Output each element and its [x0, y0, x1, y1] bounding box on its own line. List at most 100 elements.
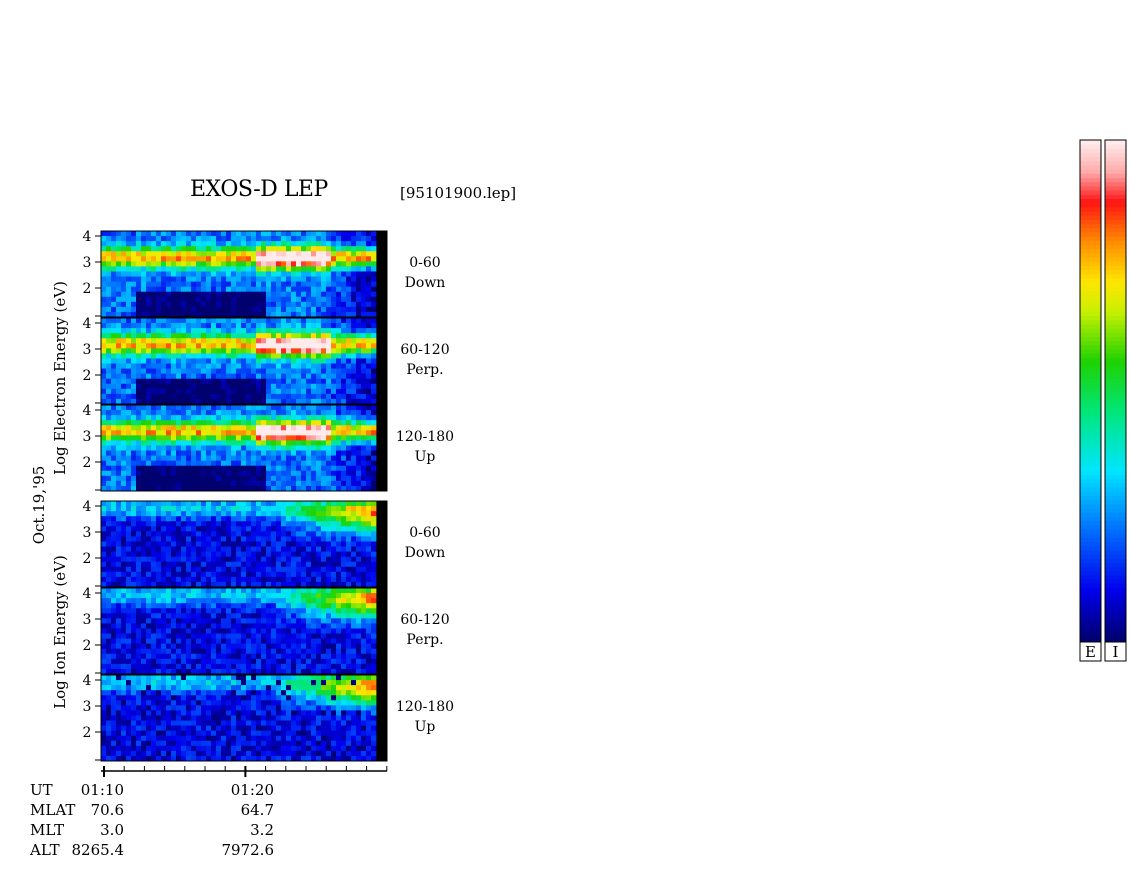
spectrogram-cell — [116, 318, 122, 324]
spectrogram-cell — [246, 363, 252, 369]
spectrogram-cell — [351, 296, 357, 303]
spectrogram-cell — [251, 435, 257, 441]
spectrogram-cell — [186, 231, 192, 237]
spectrogram-cell — [316, 388, 322, 395]
spectrogram-cell — [171, 745, 177, 752]
spectrogram-cell — [176, 440, 182, 446]
spectrogram-cell — [261, 531, 267, 537]
spectrogram-cell — [306, 506, 312, 512]
spectrogram-cell — [236, 271, 242, 277]
spectrogram-cell — [146, 715, 152, 721]
spectrogram-cell — [366, 323, 372, 329]
spectrogram-cell — [101, 608, 107, 614]
spectrogram-cell — [266, 648, 272, 655]
spectrogram-cell — [176, 261, 182, 267]
spectrogram-cell — [266, 311, 272, 318]
spectrogram-cell — [191, 516, 197, 522]
spectrogram-cell — [191, 388, 197, 395]
spectrogram-cell — [366, 603, 372, 609]
spectrogram-cell — [276, 588, 282, 594]
spectrogram-cell — [306, 551, 312, 558]
spectrogram-cell — [151, 740, 157, 747]
spectrogram-cell — [291, 328, 297, 334]
spectrogram-cell — [176, 231, 182, 237]
spectrogram-cell — [121, 378, 127, 385]
spectrogram-cell — [316, 450, 322, 456]
spectrogram-cell — [276, 311, 282, 318]
spectrogram-cell — [326, 663, 332, 670]
spectrogram-cell — [136, 675, 142, 681]
spectrogram-cell — [146, 695, 152, 701]
spectrogram-cell — [121, 410, 127, 416]
spectrogram-cell — [171, 286, 177, 293]
spectrogram-cell — [331, 628, 337, 634]
spectrogram-cell — [371, 415, 377, 421]
spectrogram-cell — [276, 241, 282, 247]
spectrogram-cell — [361, 398, 367, 405]
spectrogram-cell — [141, 368, 147, 375]
spectrogram-cell — [221, 420, 227, 426]
spectrogram-cell — [146, 231, 152, 237]
spectrogram-cell — [306, 445, 312, 451]
spectrogram-cell — [296, 343, 302, 349]
spectrogram-cell — [211, 628, 217, 634]
spectrogram-cell — [116, 460, 122, 467]
spectrogram-cell — [121, 531, 127, 537]
spectrogram-cell — [291, 368, 297, 375]
spectrogram-cell — [111, 638, 117, 645]
spectrogram-cell — [326, 343, 332, 349]
spectrogram-cell — [281, 231, 287, 237]
spectrogram-cell — [151, 363, 157, 369]
spectrogram-cell — [141, 231, 147, 237]
spectrogram-cell — [266, 343, 272, 349]
spectrogram-cell — [216, 338, 222, 344]
spectrogram-cell — [161, 383, 167, 390]
spectrogram-cell — [366, 571, 372, 578]
spectrogram-cell — [301, 628, 307, 634]
spectrogram-cell — [231, 571, 237, 578]
spectrogram-cell — [101, 266, 107, 272]
spectrogram-cell — [341, 536, 347, 542]
spectrogram-cell — [116, 571, 122, 578]
spectrogram-cell — [326, 378, 332, 385]
spectrogram-cell — [231, 511, 237, 517]
spectrogram-cell — [146, 445, 152, 451]
spectrogram-cell — [231, 593, 237, 599]
spectrogram-cell — [326, 618, 332, 624]
spectrogram-cell — [136, 700, 142, 706]
spectrogram-cell — [331, 241, 337, 247]
spectrogram-cell — [281, 338, 287, 344]
spectrogram-cell — [276, 343, 282, 349]
spectrogram-cell — [276, 281, 282, 288]
spectrogram-cell — [226, 588, 232, 594]
spectrogram-cell — [341, 658, 347, 665]
spectrogram-cell — [326, 623, 332, 629]
spectrogram-cell — [136, 266, 142, 272]
spectrogram-cell — [301, 598, 307, 604]
spectrogram-cell — [296, 348, 302, 354]
spectrogram-cell — [156, 276, 162, 282]
spectrogram-cell — [121, 348, 127, 354]
spectrogram-cell — [276, 613, 282, 619]
spectrogram-cell — [226, 465, 232, 472]
spectrogram-cell — [301, 511, 307, 517]
spectrogram-cell — [121, 720, 127, 726]
spectrogram-cell — [331, 571, 337, 578]
spectrogram-cell — [186, 598, 192, 604]
spectrogram-cell — [176, 618, 182, 624]
spectrogram-cell — [116, 430, 122, 436]
spectrogram-cell — [341, 323, 347, 329]
spectrogram-cell — [151, 546, 157, 552]
spectrogram-cell — [161, 311, 167, 318]
spectrogram-cell — [201, 368, 207, 375]
spectrogram-cell — [326, 363, 332, 369]
spectrogram-cell — [116, 730, 122, 737]
spectrogram-cell — [201, 301, 207, 308]
spectrogram-cell — [371, 281, 377, 288]
spectrogram-cell — [151, 675, 157, 681]
spectrogram-cell — [151, 425, 157, 431]
spectrogram-cell — [161, 715, 167, 721]
spectrogram-cell — [261, 435, 267, 441]
spectrogram-cell — [326, 393, 332, 400]
spectrogram-cell — [291, 271, 297, 277]
